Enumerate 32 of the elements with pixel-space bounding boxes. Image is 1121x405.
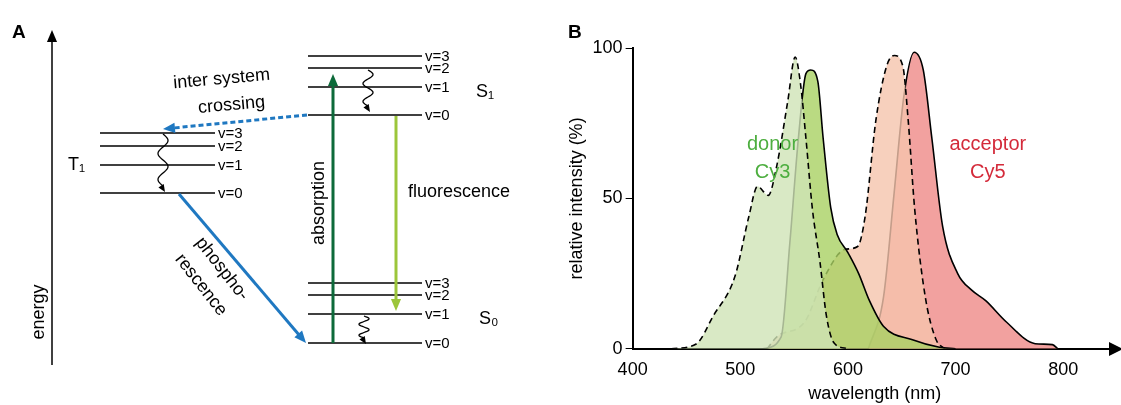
- x-tick-label: 400: [617, 358, 648, 379]
- text: fluorescence: [408, 181, 511, 201]
- x-axis-title: wavelength (nm): [807, 383, 942, 404]
- text: v=1: [218, 156, 243, 173]
- x-tick-label: 800: [1048, 358, 1079, 379]
- y-tick-label: 100: [592, 36, 623, 57]
- annotation: Cy5: [970, 159, 1006, 182]
- text: inter system: [172, 63, 271, 93]
- annotation: acceptor: [949, 131, 1027, 154]
- x-tick-label: 600: [832, 358, 863, 379]
- text: A: [12, 21, 26, 42]
- text: v=1: [425, 78, 450, 95]
- text: v=1: [425, 305, 450, 322]
- annotation: donor: [746, 131, 799, 154]
- text: T₁: [68, 154, 86, 174]
- y-tick-label: 0: [612, 337, 623, 358]
- chart-title: B: [568, 21, 582, 42]
- text: v=3: [425, 47, 450, 64]
- text: v=0: [425, 334, 450, 351]
- text: v=0: [218, 184, 243, 201]
- annotation: Cy3: [754, 159, 791, 182]
- text: v=0: [425, 106, 450, 123]
- y-axis-title: relative intensity (%): [565, 117, 586, 280]
- x-tick-label: 500: [725, 358, 756, 379]
- text: crossing: [197, 91, 266, 117]
- text: v=3: [425, 274, 450, 291]
- y-tick-label: 50: [602, 187, 623, 208]
- text: absorption: [308, 160, 328, 246]
- text: energy: [28, 284, 48, 340]
- x-tick-label: 700: [940, 358, 971, 379]
- text: S₁: [476, 81, 495, 101]
- text: S₀: [479, 308, 499, 328]
